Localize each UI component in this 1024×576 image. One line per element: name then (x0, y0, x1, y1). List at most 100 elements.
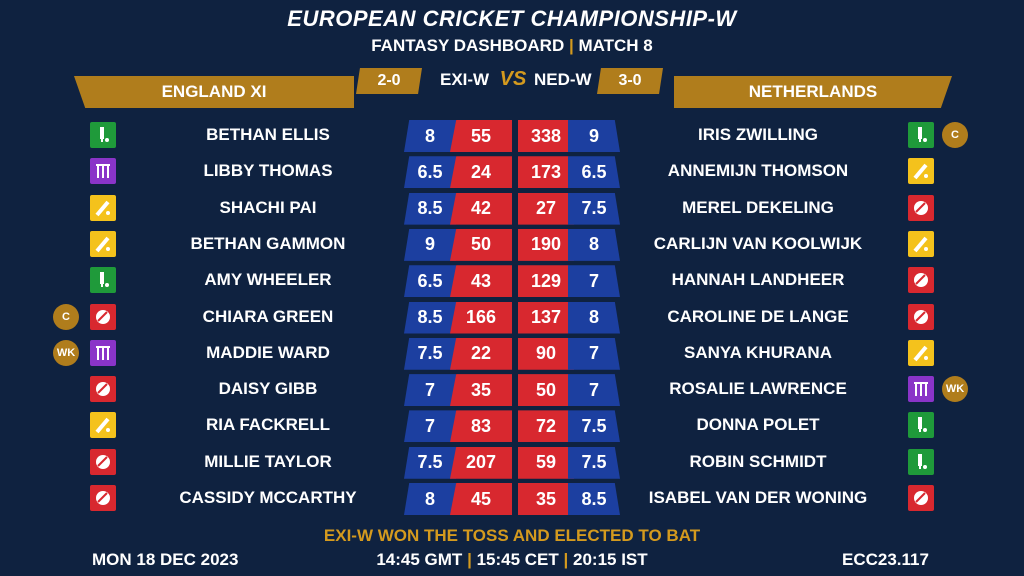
player-name-right: MEREL DEKELING (682, 197, 834, 217)
points-left: 166 (450, 301, 512, 334)
credits-right: 7 (568, 265, 620, 298)
player-name-right: ISABEL VAN DER WONING (648, 488, 868, 507)
player-name-left: CASSIDY MCCARTHY (179, 488, 357, 507)
player-name-right: HANNAH LANDHEER (671, 270, 845, 290)
points-left: 83 (450, 410, 512, 443)
player-name-right: IRIS ZWILLING (698, 125, 818, 144)
table-row: BETHAN ELLIS 8 55 338 9 IRIS ZWILLING C (0, 118, 1024, 154)
bowler-icon (90, 485, 116, 511)
player-name-left: BETHAN GAMMON (190, 233, 346, 253)
subtitle-separator: | (568, 36, 574, 55)
player-name-left: LIBBY THOMAS (203, 161, 333, 181)
credits-right: 7.5 (568, 410, 620, 443)
batter-icon (90, 267, 116, 294)
team-left-banner: ENGLAND XI (74, 76, 354, 108)
time-gmt: 14:45 GMT (376, 550, 463, 569)
player-name-right: ROBIN SCHMIDT (689, 451, 827, 471)
time-separator: | (563, 550, 569, 569)
player-name-left: SHACHI PAI (219, 197, 317, 217)
points-right: 173 (518, 156, 574, 189)
points-left: 43 (450, 265, 512, 298)
allrounder-icon (908, 230, 934, 257)
credits-left: 8.5 (404, 301, 456, 334)
credits-right: 8 (568, 301, 620, 334)
credits-right: 9 (568, 120, 620, 152)
points-right: 90 (518, 337, 574, 370)
points-right: 190 (518, 228, 574, 261)
credits-right: 8.5 (568, 483, 620, 515)
points-left: 207 (450, 446, 512, 479)
player-name-right: ROSALIE LAWRENCE (669, 379, 847, 399)
player-name-right: SANYA KHURANA (684, 342, 832, 362)
team-left-record: 2-0 (356, 68, 422, 94)
bowler-icon (90, 376, 116, 403)
page-subtitle: FANTASY DASHBOARD | MATCH 8 (0, 36, 1024, 56)
credits-right: 7 (568, 337, 620, 370)
bowler-icon (908, 194, 934, 221)
page-title: EUROPEAN CRICKET CHAMPIONSHIP-W (287, 6, 737, 31)
captain-badge: C (942, 122, 968, 148)
player-name-left: RIA FACKRELL (205, 415, 331, 435)
credits-left: 8 (404, 483, 456, 515)
table-row: AMY WHEELER 6.5 43 129 7 HANNAH LANDHEER (0, 263, 1024, 299)
subtitle-match: MATCH 8 (578, 36, 653, 55)
bowler-icon (908, 485, 934, 511)
credits-right: 7 (568, 374, 620, 407)
player-name-left: DAISY GIBB (218, 379, 318, 399)
credits-left: 6.5 (404, 265, 456, 298)
player-name-left: CHIARA GREEN (202, 306, 334, 326)
captain-badge: WK (53, 339, 79, 366)
table-row: BETHAN GAMMON 9 50 190 8 CARLIJN VAN KOOLWIJK (0, 227, 1024, 263)
allrounder-icon (90, 194, 116, 221)
credits-left: 7.5 (404, 337, 456, 370)
captain-badge: C (53, 303, 79, 330)
team-right-name: NETHERLANDS (748, 82, 878, 101)
credits-left: 7 (404, 410, 456, 443)
points-left: 55 (450, 120, 512, 152)
credits-left: 6.5 (404, 156, 456, 189)
points-left: 22 (450, 337, 512, 370)
points-right: 59 (518, 446, 574, 479)
table-row: C CHIARA GREEN 8.5 166 137 8 CAROLINE DE LANGE (0, 300, 1024, 336)
table-row: LIBBY THOMAS 6.5 24 173 6.5 ANNEMIJN THOMSON (0, 154, 1024, 190)
points-right: 338 (518, 120, 574, 152)
bowler-icon (908, 303, 934, 330)
batter-icon (908, 122, 934, 148)
time-separator: | (467, 550, 472, 569)
credits-left: 7 (404, 374, 456, 407)
points-right: 27 (518, 192, 574, 225)
bowler-icon (908, 267, 934, 294)
toss-result: EXI-W WON THE TOSS AND ELECTED TO BAT (323, 526, 701, 545)
points-right: 50 (518, 374, 574, 407)
points-right: 129 (518, 265, 574, 298)
wicketkeeper-icon (90, 339, 116, 366)
credits-right: 7.5 (568, 192, 620, 225)
bowler-icon (90, 303, 116, 330)
points-right: 137 (518, 301, 574, 334)
credits-left: 9 (404, 228, 456, 261)
wicketkeeper-icon (90, 158, 116, 185)
team-left-code: EXI-W (440, 70, 490, 89)
credits-right: 6.5 (568, 156, 620, 189)
vs-icon: VS (499, 68, 527, 90)
table-row: DAISY GIBB 7 35 50 7 ROSALIE LAWRENCE WK (0, 372, 1024, 408)
points-right: 72 (518, 410, 574, 443)
batter-icon (90, 122, 116, 148)
bowler-icon (90, 448, 116, 475)
points-left: 24 (450, 156, 512, 189)
table-row: SHACHI PAI 8.5 42 27 7.5 MEREL DEKELING (0, 191, 1024, 227)
match-times: 14:45 GMT | 15:45 CET | 20:15 IST (0, 550, 1024, 570)
team-right-code: NED-W (534, 70, 592, 89)
credits-right: 8 (568, 228, 620, 261)
player-name-left: AMY WHEELER (204, 270, 332, 290)
table-row: WK MADDIE WARD 7.5 22 90 7 SANYA KHURANA (0, 336, 1024, 372)
table-row: CASSIDY MCCARTHY 8 45 35 8.5 ISABEL VAN DER W… (0, 481, 1024, 517)
player-name-right: CAROLINE DE LANGE (667, 306, 849, 326)
points-left: 35 (450, 374, 512, 407)
captain-badge: WK (942, 376, 968, 403)
time-ist: 20:15 IST (573, 550, 648, 569)
team-right-banner: NETHERLANDS (674, 76, 952, 108)
allrounder-icon (908, 158, 934, 185)
match-code: ECC23.117 (842, 550, 929, 569)
wicketkeeper-icon (908, 376, 934, 403)
